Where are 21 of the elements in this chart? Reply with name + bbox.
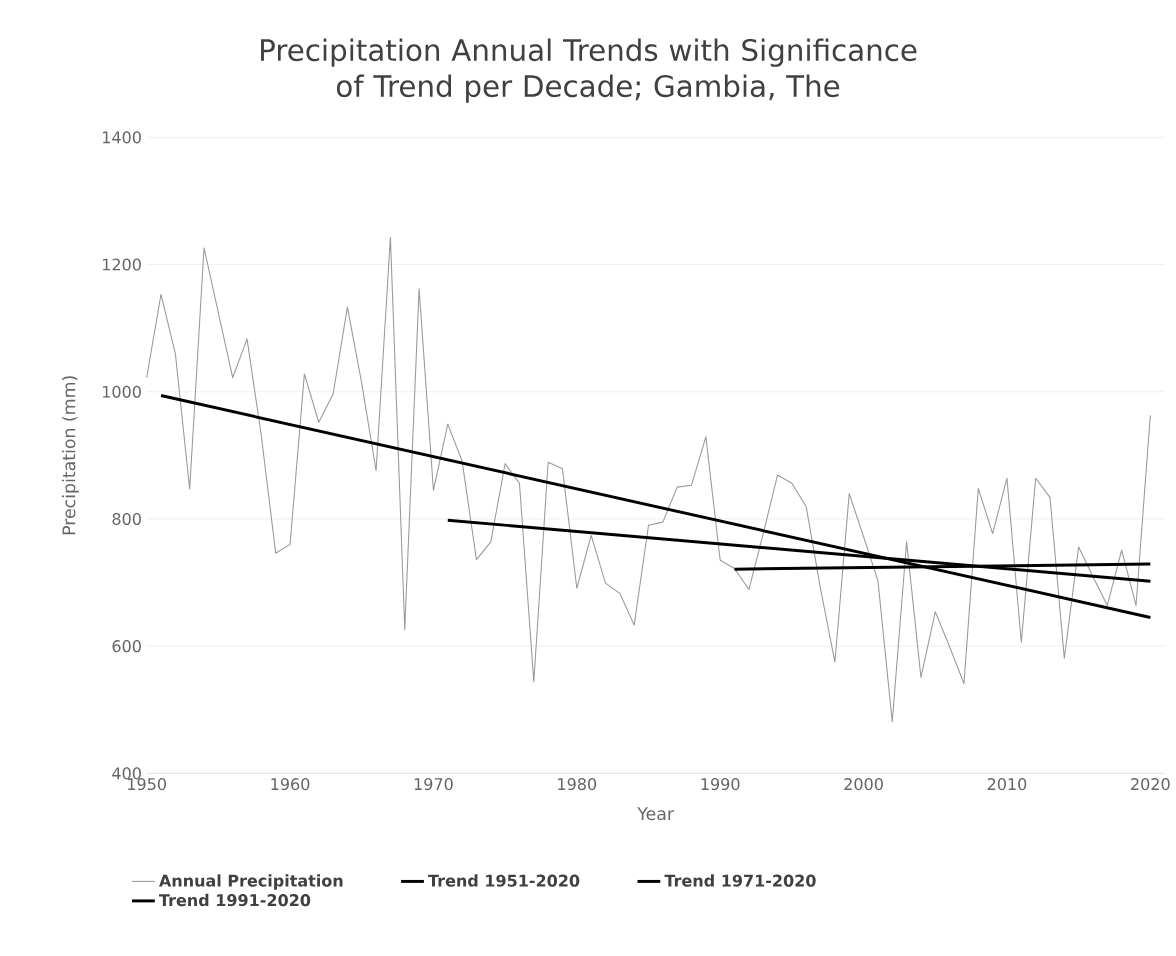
legend-label: Trend 1971-2020	[664, 874, 816, 887]
x-tick-label: 2020	[1131, 778, 1170, 791]
x-tick-label: 1990	[701, 778, 740, 791]
x-tick-label: 1960	[271, 778, 310, 791]
y-tick-label: 400	[112, 767, 141, 780]
x-axis-title: Year	[637, 807, 675, 821]
y-tick-label: 800	[112, 512, 141, 525]
x-tick-label: 2010	[987, 778, 1027, 791]
y-axis-title: Precipitation (mm)	[61, 376, 79, 535]
legend-label: Annual Precipitation	[159, 874, 343, 890]
chart-title: Precipitation Annual Trends with Significance of Trend per Decade; Gambia, The	[261, 38, 917, 103]
x-tick-label: 1970	[414, 778, 453, 791]
legend-label: Trend 1951-2020	[428, 874, 580, 887]
x-tick-label: 1980	[558, 778, 597, 791]
y-tick-label: 1200	[103, 258, 141, 271]
x-tick-label: 1950	[128, 778, 166, 791]
y-tick-label: 600	[112, 640, 141, 653]
y-tick-label: 1000	[103, 385, 141, 398]
x-tick-label: 2000	[844, 778, 883, 791]
y-tick-label: 1400	[103, 131, 141, 144]
legend-label: Trend 1991-2020	[159, 893, 311, 907]
